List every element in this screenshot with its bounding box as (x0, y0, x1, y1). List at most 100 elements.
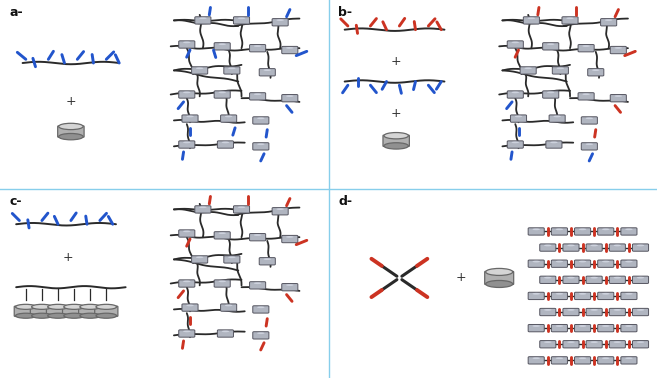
Ellipse shape (286, 236, 294, 238)
FancyBboxPatch shape (551, 292, 568, 300)
Ellipse shape (532, 357, 540, 359)
FancyBboxPatch shape (543, 43, 558, 50)
Text: a-: a- (10, 6, 24, 19)
Ellipse shape (591, 245, 598, 246)
Ellipse shape (556, 293, 563, 294)
FancyBboxPatch shape (528, 228, 544, 235)
Ellipse shape (238, 17, 245, 19)
FancyBboxPatch shape (179, 91, 195, 98)
FancyBboxPatch shape (520, 67, 536, 74)
FancyBboxPatch shape (195, 17, 211, 24)
Ellipse shape (58, 133, 83, 140)
FancyBboxPatch shape (282, 235, 298, 243)
Ellipse shape (228, 67, 236, 69)
Ellipse shape (187, 116, 194, 117)
FancyBboxPatch shape (609, 308, 625, 316)
Text: +: + (391, 55, 401, 68)
FancyBboxPatch shape (233, 17, 250, 24)
FancyBboxPatch shape (282, 284, 298, 291)
Ellipse shape (614, 309, 621, 311)
FancyBboxPatch shape (179, 280, 195, 287)
FancyBboxPatch shape (600, 19, 617, 26)
FancyBboxPatch shape (250, 93, 265, 100)
Text: +: + (455, 271, 466, 284)
Ellipse shape (238, 206, 245, 208)
Ellipse shape (183, 280, 191, 282)
FancyBboxPatch shape (563, 244, 579, 251)
Ellipse shape (556, 228, 563, 230)
Ellipse shape (48, 313, 68, 318)
FancyBboxPatch shape (598, 357, 614, 364)
Ellipse shape (567, 277, 575, 279)
FancyBboxPatch shape (195, 206, 211, 213)
Ellipse shape (183, 91, 191, 93)
FancyBboxPatch shape (553, 67, 568, 74)
Ellipse shape (579, 325, 586, 327)
Ellipse shape (567, 309, 575, 311)
FancyBboxPatch shape (260, 258, 275, 265)
FancyBboxPatch shape (253, 143, 269, 150)
Ellipse shape (286, 95, 294, 97)
FancyBboxPatch shape (214, 91, 230, 98)
FancyBboxPatch shape (551, 260, 568, 267)
Ellipse shape (547, 91, 555, 93)
FancyBboxPatch shape (253, 332, 269, 339)
Ellipse shape (228, 256, 236, 258)
Ellipse shape (196, 256, 204, 258)
Ellipse shape (187, 305, 194, 306)
Ellipse shape (625, 357, 633, 359)
FancyBboxPatch shape (507, 41, 524, 48)
FancyBboxPatch shape (217, 330, 233, 337)
Ellipse shape (183, 231, 191, 232)
FancyBboxPatch shape (546, 141, 562, 148)
Ellipse shape (512, 141, 519, 143)
FancyBboxPatch shape (563, 276, 579, 284)
FancyBboxPatch shape (250, 282, 265, 289)
FancyBboxPatch shape (586, 341, 602, 348)
FancyBboxPatch shape (179, 41, 195, 48)
FancyBboxPatch shape (633, 244, 648, 251)
Ellipse shape (486, 268, 512, 276)
Ellipse shape (64, 304, 84, 309)
Ellipse shape (254, 93, 261, 95)
FancyBboxPatch shape (250, 45, 265, 52)
Ellipse shape (16, 304, 36, 309)
FancyBboxPatch shape (192, 67, 208, 74)
FancyBboxPatch shape (551, 324, 568, 332)
FancyBboxPatch shape (562, 17, 578, 24)
FancyBboxPatch shape (282, 46, 298, 54)
Ellipse shape (58, 123, 83, 130)
Ellipse shape (183, 330, 191, 332)
FancyBboxPatch shape (47, 306, 70, 316)
Ellipse shape (556, 357, 563, 359)
Ellipse shape (80, 313, 101, 318)
FancyBboxPatch shape (574, 260, 591, 267)
FancyBboxPatch shape (621, 260, 637, 267)
Ellipse shape (625, 325, 633, 327)
FancyBboxPatch shape (528, 292, 544, 300)
FancyBboxPatch shape (543, 91, 558, 98)
Ellipse shape (625, 293, 633, 294)
Ellipse shape (199, 17, 206, 19)
Ellipse shape (263, 258, 271, 260)
FancyBboxPatch shape (586, 276, 602, 284)
FancyBboxPatch shape (581, 143, 597, 150)
Ellipse shape (579, 293, 586, 294)
Ellipse shape (614, 245, 621, 246)
Text: c-: c- (10, 195, 22, 208)
FancyBboxPatch shape (30, 306, 53, 316)
Ellipse shape (544, 277, 551, 279)
FancyBboxPatch shape (383, 135, 409, 146)
FancyBboxPatch shape (540, 308, 556, 316)
FancyBboxPatch shape (540, 341, 556, 348)
Ellipse shape (277, 19, 284, 21)
FancyBboxPatch shape (79, 306, 102, 316)
FancyBboxPatch shape (510, 115, 526, 122)
FancyBboxPatch shape (578, 45, 594, 52)
FancyBboxPatch shape (224, 67, 240, 74)
FancyBboxPatch shape (563, 341, 579, 348)
Ellipse shape (550, 141, 558, 143)
FancyBboxPatch shape (528, 357, 544, 364)
FancyBboxPatch shape (621, 324, 637, 332)
FancyBboxPatch shape (14, 306, 37, 316)
